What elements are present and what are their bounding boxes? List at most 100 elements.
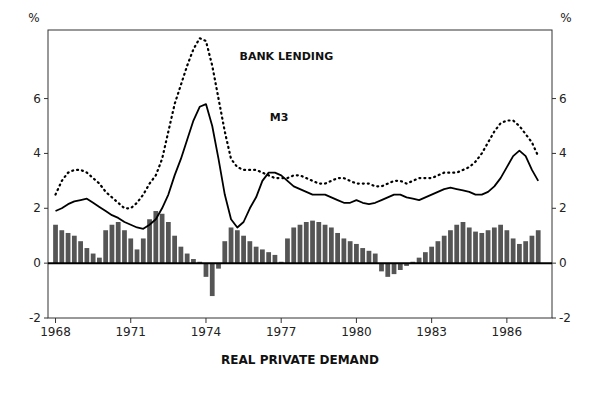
bar xyxy=(241,236,246,263)
bar xyxy=(536,230,541,263)
bar xyxy=(423,252,428,263)
bar xyxy=(473,232,478,264)
x-tick-label: 1971 xyxy=(115,325,146,339)
bar xyxy=(273,255,278,263)
bar xyxy=(329,227,334,263)
bar xyxy=(341,238,346,263)
bar xyxy=(442,236,447,263)
y-tick-label: 0 xyxy=(33,256,41,270)
bar xyxy=(172,236,177,263)
bar xyxy=(128,238,133,263)
y2-tick-label: 0 xyxy=(559,256,567,270)
zero-line xyxy=(48,262,552,264)
bar xyxy=(204,263,209,277)
y2-tick xyxy=(552,98,556,99)
bar xyxy=(392,263,397,274)
bar xyxy=(116,222,121,263)
bar xyxy=(229,227,234,263)
bar xyxy=(517,244,522,263)
y-tick-label: 2 xyxy=(33,201,41,215)
bar xyxy=(304,222,309,263)
bar xyxy=(323,225,328,263)
bar xyxy=(110,225,115,263)
line xyxy=(56,104,539,229)
bar xyxy=(367,251,372,263)
bar xyxy=(348,241,353,263)
bar xyxy=(454,225,459,263)
y-tick xyxy=(44,153,48,154)
bar xyxy=(316,222,321,263)
bar xyxy=(78,241,83,263)
bar xyxy=(492,227,497,263)
bar xyxy=(103,230,108,263)
y-tick-label: -2 xyxy=(29,311,41,325)
x-tick xyxy=(356,318,357,323)
series-label: M3 xyxy=(270,111,289,124)
y-tick xyxy=(44,318,48,319)
y2-tick-label: 6 xyxy=(559,92,567,106)
y-tick xyxy=(44,98,48,99)
line xyxy=(56,38,539,208)
y2-tick xyxy=(552,153,556,154)
bar xyxy=(141,238,146,263)
bar xyxy=(247,241,252,263)
x-tick-label: 1974 xyxy=(191,325,222,339)
bar xyxy=(59,230,64,263)
x-tick xyxy=(506,318,507,323)
x-tick-label: 1986 xyxy=(492,325,523,339)
bar xyxy=(436,241,441,263)
x-tick xyxy=(130,318,131,323)
x-tick xyxy=(55,318,56,323)
y-tick xyxy=(44,263,48,264)
bar xyxy=(498,225,503,263)
y2-tick xyxy=(552,318,556,319)
bar xyxy=(429,247,434,263)
bar xyxy=(504,230,509,263)
bar xyxy=(373,254,378,264)
y2-axis-label: % xyxy=(560,11,571,25)
background xyxy=(0,0,600,399)
x-tick-label: 1980 xyxy=(341,325,372,339)
bar xyxy=(379,263,384,271)
bar xyxy=(461,222,466,263)
x-tick xyxy=(431,318,432,323)
y-tick-label: 4 xyxy=(33,146,41,160)
plot-area xyxy=(53,38,540,296)
bar xyxy=(385,263,390,277)
bar xyxy=(84,248,89,263)
bar xyxy=(53,225,58,263)
y2-tick-label: 4 xyxy=(559,146,567,160)
bar xyxy=(260,249,265,263)
y-tick-label: 6 xyxy=(33,92,41,106)
bar xyxy=(511,238,516,263)
series-label: BANK LENDING xyxy=(240,50,334,63)
bar xyxy=(122,230,127,263)
bar xyxy=(486,230,491,263)
y2-tick xyxy=(552,208,556,209)
bar xyxy=(179,247,184,263)
bar xyxy=(91,254,96,264)
bar xyxy=(254,247,259,263)
bar xyxy=(210,263,215,296)
bar xyxy=(222,241,227,263)
bar xyxy=(185,254,190,264)
bar xyxy=(235,230,240,263)
bar xyxy=(335,233,340,263)
bar xyxy=(360,248,365,263)
bar xyxy=(66,233,71,263)
bar xyxy=(479,233,484,263)
bar xyxy=(448,230,453,263)
y2-tick xyxy=(552,263,556,264)
y2-tick-label: -2 xyxy=(559,311,571,325)
x-tick-label: 1983 xyxy=(416,325,447,339)
bar xyxy=(291,227,296,263)
x-tick-label: 1977 xyxy=(266,325,297,339)
bar xyxy=(135,249,140,263)
bar xyxy=(266,252,271,263)
y2-tick-label: 2 xyxy=(559,201,567,215)
bar xyxy=(310,221,315,264)
bar-series xyxy=(53,211,540,296)
bar xyxy=(298,225,303,263)
x-tick xyxy=(281,318,282,323)
x-tick-label: 1968 xyxy=(40,325,71,339)
